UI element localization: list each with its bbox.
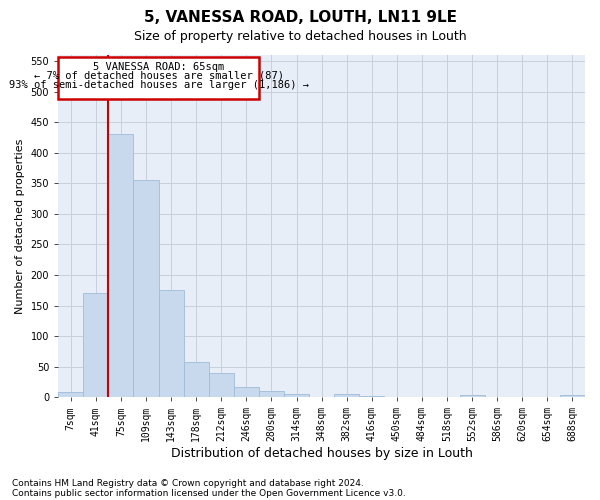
Text: 5 VANESSA ROAD: 65sqm: 5 VANESSA ROAD: 65sqm	[93, 62, 224, 72]
Bar	[58, 58, 259, 99]
Bar	[209, 372, 234, 397]
Bar	[184, 362, 209, 397]
Bar	[133, 180, 158, 397]
Bar	[158, 290, 184, 397]
Bar	[259, 391, 284, 397]
Bar	[334, 394, 359, 397]
Bar	[359, 396, 385, 397]
Bar	[83, 294, 109, 397]
X-axis label: Distribution of detached houses by size in Louth: Distribution of detached houses by size …	[170, 447, 473, 460]
Y-axis label: Number of detached properties: Number of detached properties	[15, 138, 25, 314]
Bar	[460, 396, 485, 397]
Bar	[409, 396, 434, 397]
Text: 5, VANESSA ROAD, LOUTH, LN11 9LE: 5, VANESSA ROAD, LOUTH, LN11 9LE	[143, 10, 457, 25]
Text: ← 7% of detached houses are smaller (87): ← 7% of detached houses are smaller (87)	[34, 71, 284, 81]
Bar	[284, 394, 309, 397]
Text: Contains HM Land Registry data © Crown copyright and database right 2024.: Contains HM Land Registry data © Crown c…	[12, 478, 364, 488]
Bar	[58, 392, 83, 397]
Text: Contains public sector information licensed under the Open Government Licence v3: Contains public sector information licen…	[12, 488, 406, 498]
Bar	[234, 387, 259, 397]
Bar	[385, 396, 409, 397]
Text: Size of property relative to detached houses in Louth: Size of property relative to detached ho…	[134, 30, 466, 43]
Bar	[109, 134, 133, 397]
Text: 93% of semi-detached houses are larger (1,186) →: 93% of semi-detached houses are larger (…	[8, 80, 308, 90]
Bar	[560, 394, 585, 397]
